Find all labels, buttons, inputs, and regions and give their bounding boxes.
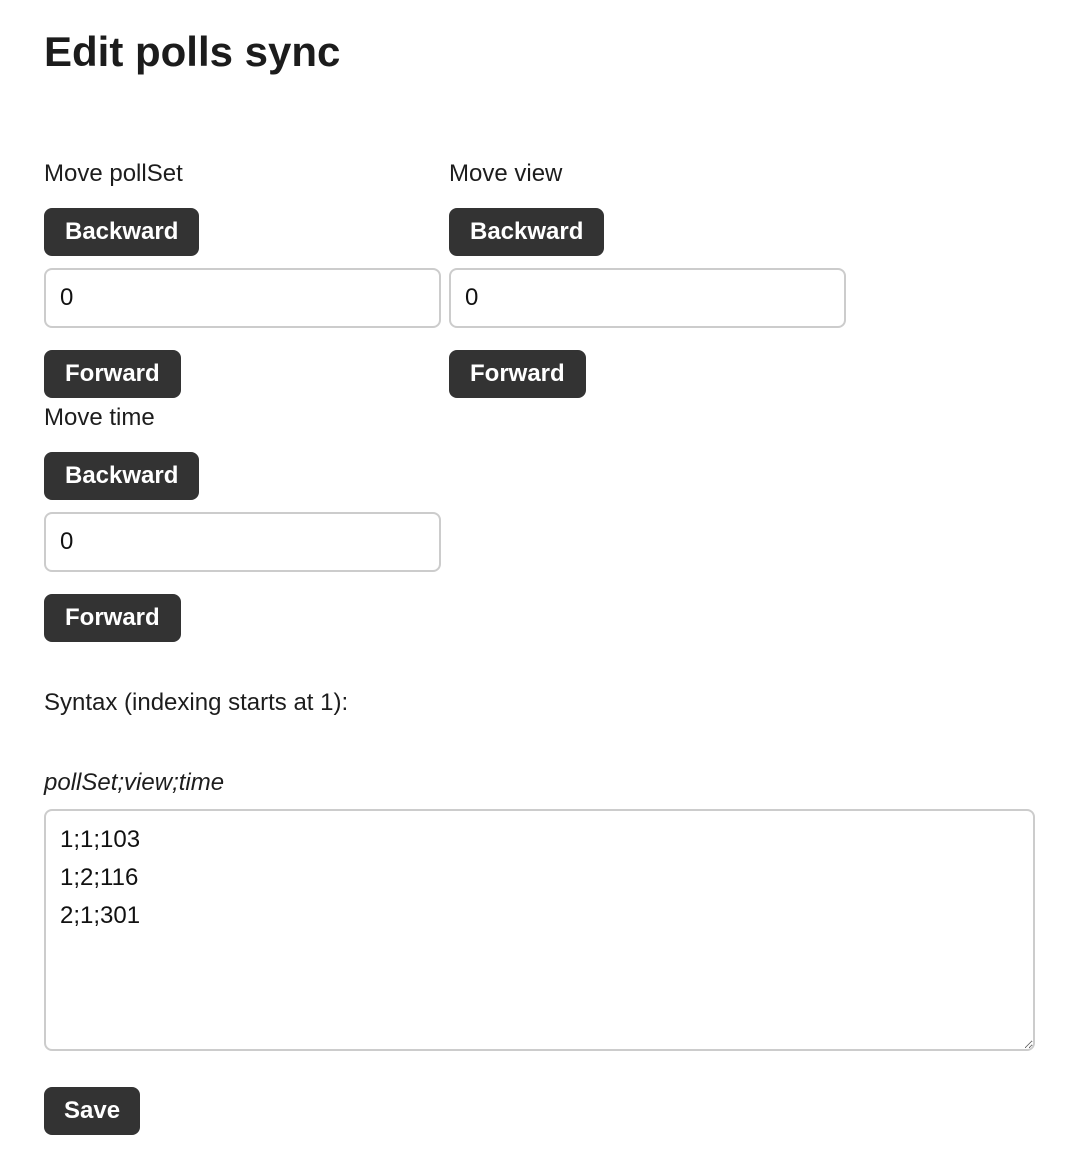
syntax-format-hint: pollSet;view;time <box>44 769 225 796</box>
time-backward-button[interactable]: Backward <box>44 452 200 500</box>
move-view-group: Move view Backward Forward <box>449 162 846 398</box>
time-step-input[interactable] <box>44 512 441 572</box>
view-backward-button[interactable]: Backward <box>449 208 605 256</box>
move-controls-row: Move pollSet Backward Forward Move view … <box>44 162 1035 398</box>
save-button[interactable]: Save <box>44 1087 141 1135</box>
pollset-backward-button[interactable]: Backward <box>44 208 200 256</box>
move-time-label: Move time <box>44 404 155 431</box>
syntax-textarea[interactable]: 1;1;103 1;2;116 2;1;301 <box>44 809 1035 1051</box>
syntax-heading: Syntax (indexing starts at 1): <box>44 689 349 716</box>
pollset-step-input[interactable] <box>44 268 441 328</box>
move-time-group: Move time Backward Forward <box>44 406 441 642</box>
page-title: Edit polls sync <box>44 28 341 75</box>
move-pollset-label: Move pollSet <box>44 160 183 187</box>
move-view-label: Move view <box>449 160 563 187</box>
time-forward-button[interactable]: Forward <box>44 594 181 642</box>
edit-polls-sync-page: Edit polls sync Move pollSet Backward Fo… <box>0 26 1088 1155</box>
move-pollset-group: Move pollSet Backward Forward <box>44 162 441 398</box>
view-forward-button[interactable]: Forward <box>449 350 586 398</box>
pollset-forward-button[interactable]: Forward <box>44 350 181 398</box>
view-step-input[interactable] <box>449 268 846 328</box>
